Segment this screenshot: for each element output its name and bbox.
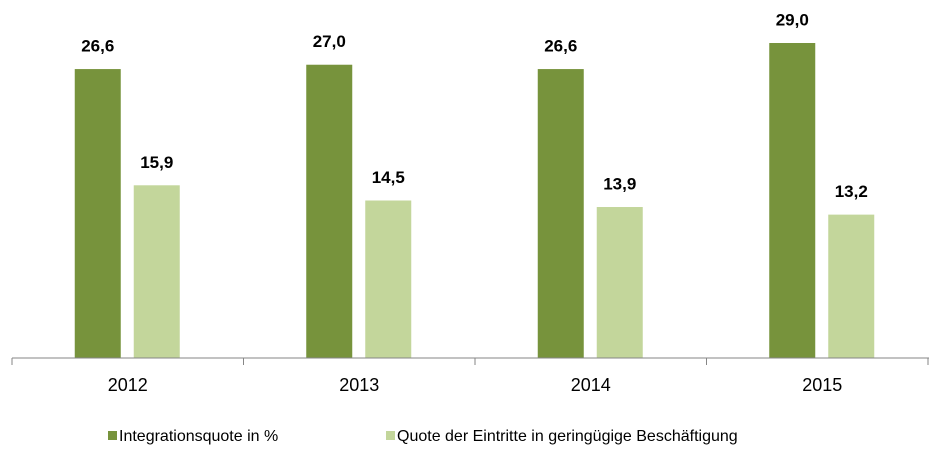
bar xyxy=(306,64,353,359)
x-tick-label: 2015 xyxy=(802,375,842,395)
value-label: 26,6 xyxy=(81,37,114,56)
bar xyxy=(74,69,121,358)
value-label: 13,9 xyxy=(603,175,636,194)
value-label: 26,6 xyxy=(544,37,577,56)
legend-swatch xyxy=(386,431,395,440)
value-label: 27,0 xyxy=(313,32,346,51)
value-label: 15,9 xyxy=(140,153,173,172)
x-tick-label: 2014 xyxy=(571,375,611,395)
value-label: 13,2 xyxy=(835,182,868,201)
bar xyxy=(769,43,816,358)
x-tick-label: 2012 xyxy=(108,375,148,395)
bar xyxy=(596,207,643,358)
x-tick-label: 2013 xyxy=(339,375,379,395)
bar xyxy=(537,69,584,358)
value-label: 14,5 xyxy=(372,168,405,187)
legend-label: Integrationsquote in % xyxy=(119,428,278,445)
value-label: 29,0 xyxy=(776,10,809,29)
legend-swatch xyxy=(108,431,117,440)
legend-label: Quote der Eintritte in geringügige Besch… xyxy=(397,428,738,445)
bar xyxy=(365,200,412,358)
bar xyxy=(133,185,180,358)
bar xyxy=(828,214,875,358)
